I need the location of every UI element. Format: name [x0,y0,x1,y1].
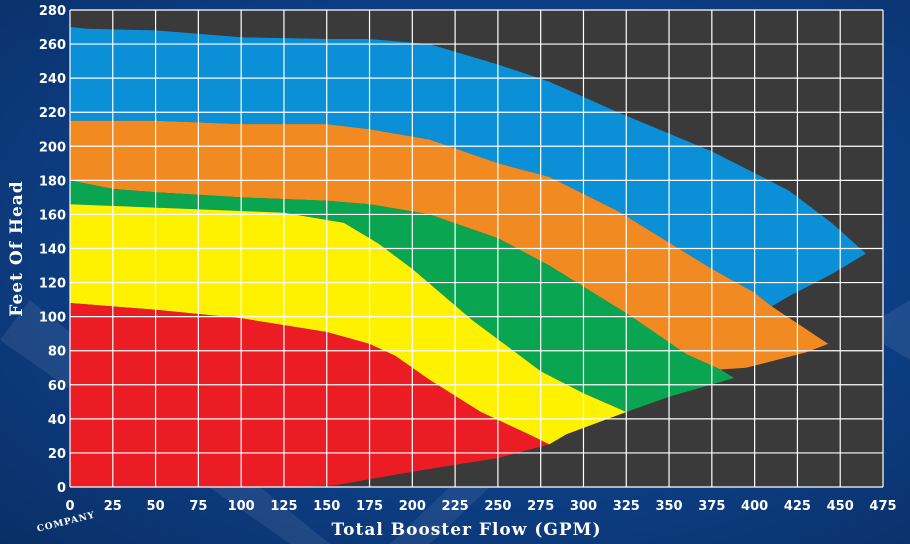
y-tick-label: 240 [39,72,66,87]
y-tick-label: 260 [39,38,66,53]
x-tick-label: 475 [869,499,896,514]
x-tick-label: 375 [698,499,725,514]
y-tick-label: 60 [48,379,66,394]
x-tick-label: 50 [147,499,165,514]
y-tick-label: 120 [39,277,66,292]
x-axis-title: Total Booster Flow (GPM) [331,520,601,540]
x-tick-label: 25 [104,499,122,514]
y-tick-label: 80 [48,345,66,360]
y-tick-label: 160 [39,208,66,223]
x-tick-label: 275 [527,499,554,514]
series-area-3 [70,180,735,412]
y-tick-label: 100 [39,311,66,326]
x-tick-label: 75 [189,499,207,514]
x-tick-label: 425 [784,499,811,514]
x-tick-labels: 0 25 50 75 100 125 150 175 200 225 250 275 300 325 350… [65,499,896,514]
y-tick-label: 280 [39,4,66,19]
y-tick-label: 40 [48,413,66,428]
x-tick-label: 400 [741,499,768,514]
y-tick-labels: 0 20 40 60 80 100 120 140 160 180 200 220 240 260 280 [39,4,66,496]
x-tick-label: 225 [442,499,469,514]
y-tick-label: 20 [48,447,66,462]
x-tick-label: 250 [484,499,511,514]
y-tick-label: 180 [39,174,66,189]
grid-lines [69,9,884,488]
x-tick-label: 300 [570,499,597,514]
x-tick-label: 0 [65,499,74,514]
x-tick-label: 125 [270,499,297,514]
series-area-5 [70,303,550,487]
series-area-1 [70,27,866,307]
series-area-2 [70,120,829,370]
y-tick-label: 220 [39,106,66,121]
y-axis-title: Feet Of Head [7,180,27,316]
y-tick-label: 0 [57,481,66,496]
y-tick-label: 140 [39,243,66,258]
x-tick-label: 100 [228,499,255,514]
x-tick-label: 175 [356,499,383,514]
y-tick-label: 200 [39,140,66,155]
x-tick-label: 200 [399,499,426,514]
x-tick-label: 150 [313,499,340,514]
x-tick-label: 450 [827,499,854,514]
x-tick-label: 350 [655,499,682,514]
x-tick-label: 325 [613,499,640,514]
